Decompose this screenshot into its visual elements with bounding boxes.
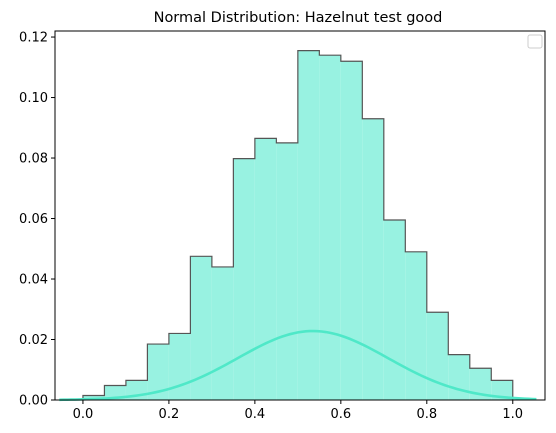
y-axis: 0.00 0.02 0.04 0.06 0.08 0.10 0.12	[19, 31, 55, 409]
histogram-bar	[383, 220, 406, 400]
x-tick-label: 0.2	[159, 407, 180, 422]
histogram-bar	[211, 266, 234, 400]
x-tick-label: 0.0	[73, 407, 94, 422]
histogram-bar	[319, 55, 341, 401]
y-tick-label: 0.02	[19, 333, 48, 348]
x-tick-label: 0.4	[245, 407, 266, 422]
histogram-bar	[233, 158, 255, 400]
y-tick-label: 0.08	[19, 152, 48, 167]
histogram-bar	[147, 344, 169, 400]
y-tick-label: 0.10	[19, 91, 48, 106]
plot-area	[59, 50, 537, 402]
histogram-bar	[448, 354, 470, 400]
y-tick-label: 0.06	[19, 212, 48, 227]
x-axis: 0.0 0.2 0.4 0.6 0.8 1.0	[73, 400, 523, 422]
histogram-bar	[297, 50, 320, 400]
x-tick-label: 1.0	[502, 407, 523, 422]
histogram-bar	[190, 256, 212, 400]
y-tick-label: 0.12	[19, 31, 48, 46]
y-tick-label: 0.04	[19, 273, 48, 288]
histogram-bar	[426, 312, 449, 400]
histogram-bar	[340, 61, 363, 400]
histogram-bar	[362, 118, 384, 401]
histogram-bar	[254, 138, 277, 400]
plot-frame	[54, 30, 546, 401]
histogram-bar	[405, 251, 427, 400]
normal-curve-line	[59, 329, 537, 402]
chart-title: Normal Distribution: Hazelnut test good	[154, 10, 443, 26]
legend-box	[527, 34, 543, 49]
histogram-bar	[276, 142, 298, 400]
y-tick-label: 0.00	[19, 394, 48, 409]
histogram-bar	[491, 380, 513, 400]
x-tick-label: 0.6	[330, 407, 351, 422]
histogram-bar	[168, 333, 191, 400]
x-tick-label: 0.8	[416, 407, 437, 422]
histogram-outline	[82, 50, 514, 400]
